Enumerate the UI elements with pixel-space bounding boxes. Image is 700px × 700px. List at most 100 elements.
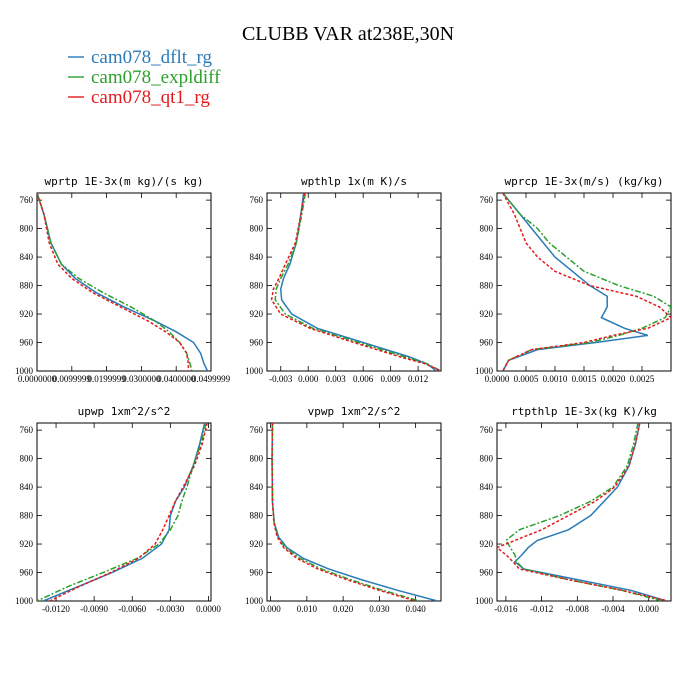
series-line-1 bbox=[502, 193, 649, 371]
y-tick-label: 1000 bbox=[475, 596, 494, 606]
x-tick-label: 0.030 bbox=[369, 604, 390, 614]
y-tick-label: 920 bbox=[480, 539, 494, 549]
series-line-3 bbox=[270, 193, 441, 371]
y-tick-label: 920 bbox=[480, 309, 494, 319]
plot-frame bbox=[266, 192, 442, 372]
y-tick-label: 960 bbox=[480, 338, 494, 348]
x-tick-label: 0.0010 bbox=[543, 374, 568, 384]
y-tick-label: 840 bbox=[20, 252, 34, 262]
y-tick-label: 1000 bbox=[475, 366, 494, 376]
x-tick-label: 0.0000000 bbox=[18, 374, 57, 384]
x-tick-label: -0.016 bbox=[494, 604, 518, 614]
legend-label-1: cam078_dflt_rg bbox=[91, 47, 213, 68]
y-tick-label: 800 bbox=[20, 224, 34, 234]
x-tick-label: -0.003 bbox=[269, 374, 293, 384]
y-tick-label: 760 bbox=[480, 425, 494, 435]
y-tick-label: 880 bbox=[20, 511, 34, 521]
x-tick-label: 0.0015 bbox=[572, 374, 597, 384]
panel-title: wpthlp 1x(m K)/s bbox=[301, 175, 407, 188]
series-line-3 bbox=[271, 423, 416, 601]
x-tick-label: 0.003 bbox=[326, 374, 347, 384]
y-tick-label: 840 bbox=[480, 482, 494, 492]
legend: cam078_dflt_rg cam078_expldiff cam078_qt… bbox=[68, 47, 221, 108]
x-tick-label: -0.0120 bbox=[42, 604, 70, 614]
y-tick-label: 880 bbox=[250, 281, 264, 291]
series-line-3 bbox=[49, 423, 208, 601]
plot-frame bbox=[36, 422, 212, 602]
x-tick-label: 0.009 bbox=[381, 374, 402, 384]
y-tick-label: 880 bbox=[480, 511, 494, 521]
y-tick-label: 840 bbox=[480, 252, 494, 262]
y-tick-label: 920 bbox=[250, 309, 264, 319]
panel-6: rtpthlp 1E-3x(kg K)/kg 760 800 840 880 920 960… bbox=[475, 405, 672, 614]
panel-title: wprcp 1E-3x(m/s) (kg/kg) bbox=[505, 175, 664, 188]
y-tick-label: 1000 bbox=[245, 596, 264, 606]
plot-frame bbox=[36, 192, 212, 372]
x-tick-label: -0.004 bbox=[601, 604, 625, 614]
y-tick-label: 840 bbox=[250, 252, 264, 262]
y-tick-label: 800 bbox=[250, 224, 264, 234]
x-tick-label: 0.0499999 bbox=[192, 374, 231, 384]
y-tick-label: 800 bbox=[20, 454, 34, 464]
panel-title: upwp 1xm^2/s^2 bbox=[78, 405, 171, 418]
x-tick-label: -0.0060 bbox=[118, 604, 146, 614]
x-tick-label: 0.000 bbox=[639, 604, 660, 614]
legend-label-2: cam078_expldiff bbox=[91, 67, 221, 88]
y-tick-label: 800 bbox=[480, 224, 494, 234]
y-tick-label: 960 bbox=[250, 568, 264, 578]
x-tick-label: 0.0020 bbox=[601, 374, 626, 384]
panels: wprtp 1E-3x(m kg)/(s kg) 760 800 840 880 920 9… bbox=[15, 175, 672, 614]
x-tick-label: -0.008 bbox=[566, 604, 590, 614]
y-tick-label: 920 bbox=[250, 539, 264, 549]
x-tick-label: 0.006 bbox=[353, 374, 374, 384]
y-tick-label: 1000 bbox=[245, 366, 264, 376]
y-tick-label: 960 bbox=[250, 338, 264, 348]
x-tick-label: -0.012 bbox=[530, 604, 553, 614]
y-tick-label: 880 bbox=[480, 281, 494, 291]
series-line-2 bbox=[274, 193, 441, 371]
y-tick-label: 760 bbox=[20, 195, 34, 205]
x-tick-label: 0.020 bbox=[333, 604, 354, 614]
panel-1: wprtp 1E-3x(m kg)/(s kg) 760 800 840 880 920 9… bbox=[15, 175, 231, 384]
x-tick-label: -0.0090 bbox=[80, 604, 108, 614]
x-tick-label: 0.0000 bbox=[485, 374, 510, 384]
y-tick-label: 760 bbox=[250, 425, 264, 435]
plot-frame bbox=[496, 422, 672, 602]
panel-title: rtpthlp 1E-3x(kg K)/kg bbox=[511, 405, 657, 418]
series-line-2 bbox=[504, 423, 663, 601]
y-tick-label: 1000 bbox=[15, 366, 34, 376]
y-tick-label: 840 bbox=[20, 482, 34, 492]
figure-title: CLUBB VAR at238E,30N bbox=[242, 23, 454, 45]
y-tick-label: 960 bbox=[20, 338, 34, 348]
y-tick-label: 880 bbox=[250, 511, 264, 521]
x-tick-label: 0.0400000 bbox=[157, 374, 196, 384]
x-tick-label: 0.012 bbox=[408, 374, 428, 384]
x-tick-label: 0.0005 bbox=[514, 374, 539, 384]
y-tick-label: 920 bbox=[20, 539, 34, 549]
panel-2: wpthlp 1x(m K)/s 760 800 840 880 920 960 1000 -0… bbox=[245, 175, 442, 384]
panel-5: vpwp 1xm^2/s^2 760 800 840 880 920 960 10000.00… bbox=[245, 405, 442, 614]
panel-title: vpwp 1xm^2/s^2 bbox=[308, 405, 401, 418]
y-tick-label: 1000 bbox=[15, 596, 34, 606]
y-tick-label: 880 bbox=[20, 281, 34, 291]
x-tick-label: 0.0025 bbox=[630, 374, 655, 384]
y-tick-label: 800 bbox=[250, 454, 264, 464]
legend-label-3: cam078_qt1_rg bbox=[91, 87, 210, 108]
series-line-3 bbox=[497, 423, 669, 601]
y-tick-label: 960 bbox=[20, 568, 34, 578]
y-tick-label: 920 bbox=[20, 309, 34, 319]
series-line-3 bbox=[502, 193, 671, 371]
x-tick-label: 0.0199999 bbox=[87, 374, 126, 384]
y-tick-label: 800 bbox=[480, 454, 494, 464]
panel-4: upwp 1xm^2/s^2 760 800 840 880 920 960 1000 -0.0… bbox=[15, 405, 221, 614]
x-tick-label: 0.040 bbox=[406, 604, 427, 614]
x-tick-label: 0.0099999 bbox=[53, 374, 92, 384]
x-tick-label: 0.010 bbox=[297, 604, 318, 614]
panel-title: wprtp 1E-3x(m kg)/(s kg) bbox=[45, 175, 204, 188]
x-tick-label: 0.000 bbox=[298, 374, 319, 384]
plot-frame bbox=[266, 422, 442, 602]
series-line-2 bbox=[271, 423, 420, 601]
series-line-3 bbox=[37, 193, 190, 371]
y-tick-label: 760 bbox=[480, 195, 494, 205]
